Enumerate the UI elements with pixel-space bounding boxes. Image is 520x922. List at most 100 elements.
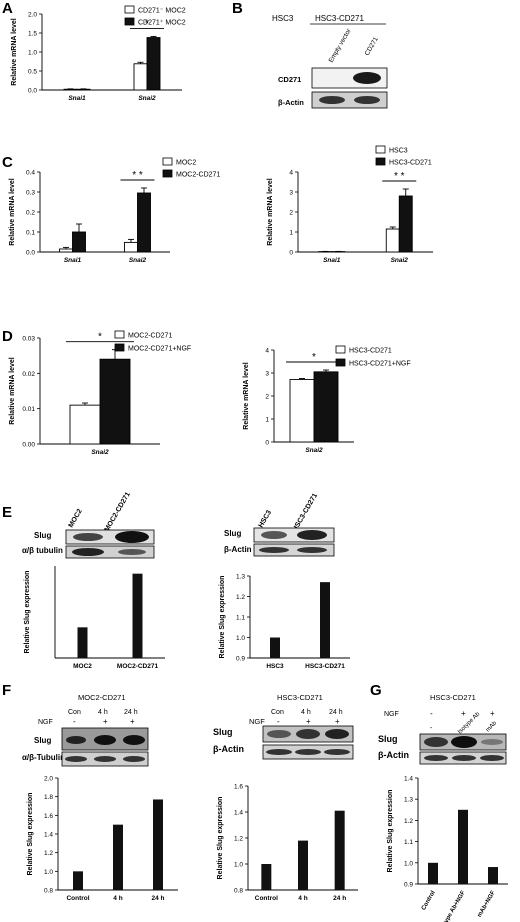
blot-g-row-1: Slug	[378, 734, 398, 744]
x-tick-label: Isotype Ab+NGF	[438, 890, 467, 922]
y-tick-label: 4	[265, 348, 269, 355]
bar	[298, 840, 308, 890]
significance-mark: * *	[394, 171, 405, 182]
y-tick-label: 1	[289, 230, 293, 237]
x-tick-label: mAb+NGF	[477, 890, 497, 919]
blot-f1-lane-3: 24 h	[124, 709, 138, 716]
x-tick-label: Snai1	[68, 95, 86, 102]
y-tick-label: 1.2	[404, 818, 413, 825]
blot-f2-row-2: β-Actin	[213, 744, 244, 754]
western-blot-e1: MOC2 MOC2-CD271 Slug α/β tubulin	[20, 491, 180, 559]
y-tick-label: 0.02	[22, 371, 35, 378]
legend-label: MOC2-CD271+NGF	[128, 346, 191, 353]
y-tick-label: 0.3	[26, 190, 35, 197]
y-tick-label: 1.0	[236, 635, 245, 642]
panel-letter-b: B	[232, 0, 243, 17]
blot-f1-ngf-label: NGF	[38, 719, 53, 726]
blot-g-ngf-label: NGF	[384, 711, 399, 718]
y-tick-label: 0.8	[44, 888, 53, 895]
legend-label: MOC2-CD271	[128, 333, 172, 340]
blot-g-lane-1: -	[430, 725, 433, 732]
bar	[458, 809, 468, 884]
blot-f1-lane-1: Con	[68, 709, 81, 716]
panel-letter-a: A	[2, 0, 13, 17]
y-tick-label: 1.0	[28, 50, 37, 57]
legend-label: HSC3-CD271+NGF	[349, 361, 411, 368]
y-tick-label: 0.2	[26, 210, 35, 217]
y-tick-label: 1.5	[28, 31, 37, 38]
western-blot-g: HSC3-CD271 NGF - + + - Isotype Ab mAb Sl…	[378, 690, 518, 770]
bar	[99, 358, 131, 445]
bar	[428, 862, 438, 884]
y-tick-label: 0.00	[22, 442, 35, 449]
panel-letter-f: F	[2, 682, 12, 699]
x-tick-label: Snai2	[305, 447, 323, 454]
y-axis-label: Relative mRNA level	[9, 357, 16, 424]
blot-f2-ngf-3: +	[335, 717, 340, 726]
x-tick-label: 24 h	[333, 895, 346, 902]
y-tick-label: 1.4	[234, 810, 243, 817]
blot-f2-title: HSC3-CD271	[277, 693, 323, 702]
x-tick-label: MOC2	[73, 663, 92, 670]
legend-swatch	[124, 17, 135, 26]
legend-swatch	[124, 5, 135, 14]
x-tick-label: 4 h	[113, 895, 122, 902]
blot-f1-row-1: Slug	[34, 736, 51, 745]
bar	[69, 404, 101, 445]
legend-swatch	[114, 343, 125, 352]
y-tick-label: 0	[289, 250, 293, 257]
significance-mark: *	[98, 332, 102, 343]
blot-f2-lane-2: 4 h	[301, 709, 311, 716]
legend-label: MOC2-CD271	[176, 172, 220, 179]
blot-f1-ngf-2: +	[103, 717, 108, 726]
y-axis-label: Relative mRNA level	[11, 18, 18, 85]
y-axis-label: Relative Slug expression	[24, 571, 31, 654]
bar	[488, 867, 498, 884]
blot-g-title: HSC3-CD271	[430, 693, 476, 702]
significance-mark: *	[145, 18, 149, 29]
legend-swatch	[375, 145, 386, 154]
blot-e2-row-2: β-Actin	[224, 545, 252, 554]
blot-f1-row-2: α/β-Tubulin	[22, 753, 65, 762]
x-tick-label: MOC2-CD271	[117, 663, 159, 670]
y-tick-label: 0.4	[26, 170, 35, 177]
y-tick-label: 2.0	[44, 776, 53, 783]
legend-label: MOC2	[176, 160, 196, 167]
y-axis-label: Relative Slug expression	[387, 790, 394, 873]
blot-f1-lane-2: 4 h	[98, 709, 108, 716]
y-tick-label: 1.2	[236, 594, 245, 601]
x-tick-label: Snai2	[91, 449, 109, 456]
y-tick-label: 1.2	[44, 850, 53, 857]
blot-g-row-2: β-Actin	[378, 750, 409, 760]
bar	[261, 864, 272, 890]
bar	[77, 627, 88, 658]
legend-swatch	[162, 157, 173, 166]
x-tick-label: HSC3	[266, 663, 284, 670]
legend-label: HSC3	[389, 148, 408, 155]
y-tick-label: 1.6	[234, 784, 243, 791]
blot-b-cell-line-1: HSC3	[272, 14, 294, 23]
y-tick-label: 1	[265, 417, 269, 424]
x-tick-label: Control	[66, 895, 89, 902]
y-tick-label: 4	[289, 170, 293, 177]
blot-g-ngf-3: +	[490, 709, 495, 718]
legend-swatch	[335, 345, 346, 354]
blot-f2-row-1: Slug	[213, 727, 233, 737]
x-tick-label: Snai2	[391, 257, 409, 264]
x-tick-label: 4 h	[298, 895, 307, 902]
legend-swatch	[114, 330, 125, 339]
y-tick-label: 2	[289, 210, 293, 217]
blot-f1-title: MOC2-CD271	[78, 693, 126, 702]
blot-b-row-2: β-Actin	[278, 98, 304, 107]
legend-label: CD271⁺ MOC2	[138, 20, 186, 27]
x-tick-label: 24 h	[151, 895, 164, 902]
blot-g-ngf-1: -	[430, 709, 433, 718]
